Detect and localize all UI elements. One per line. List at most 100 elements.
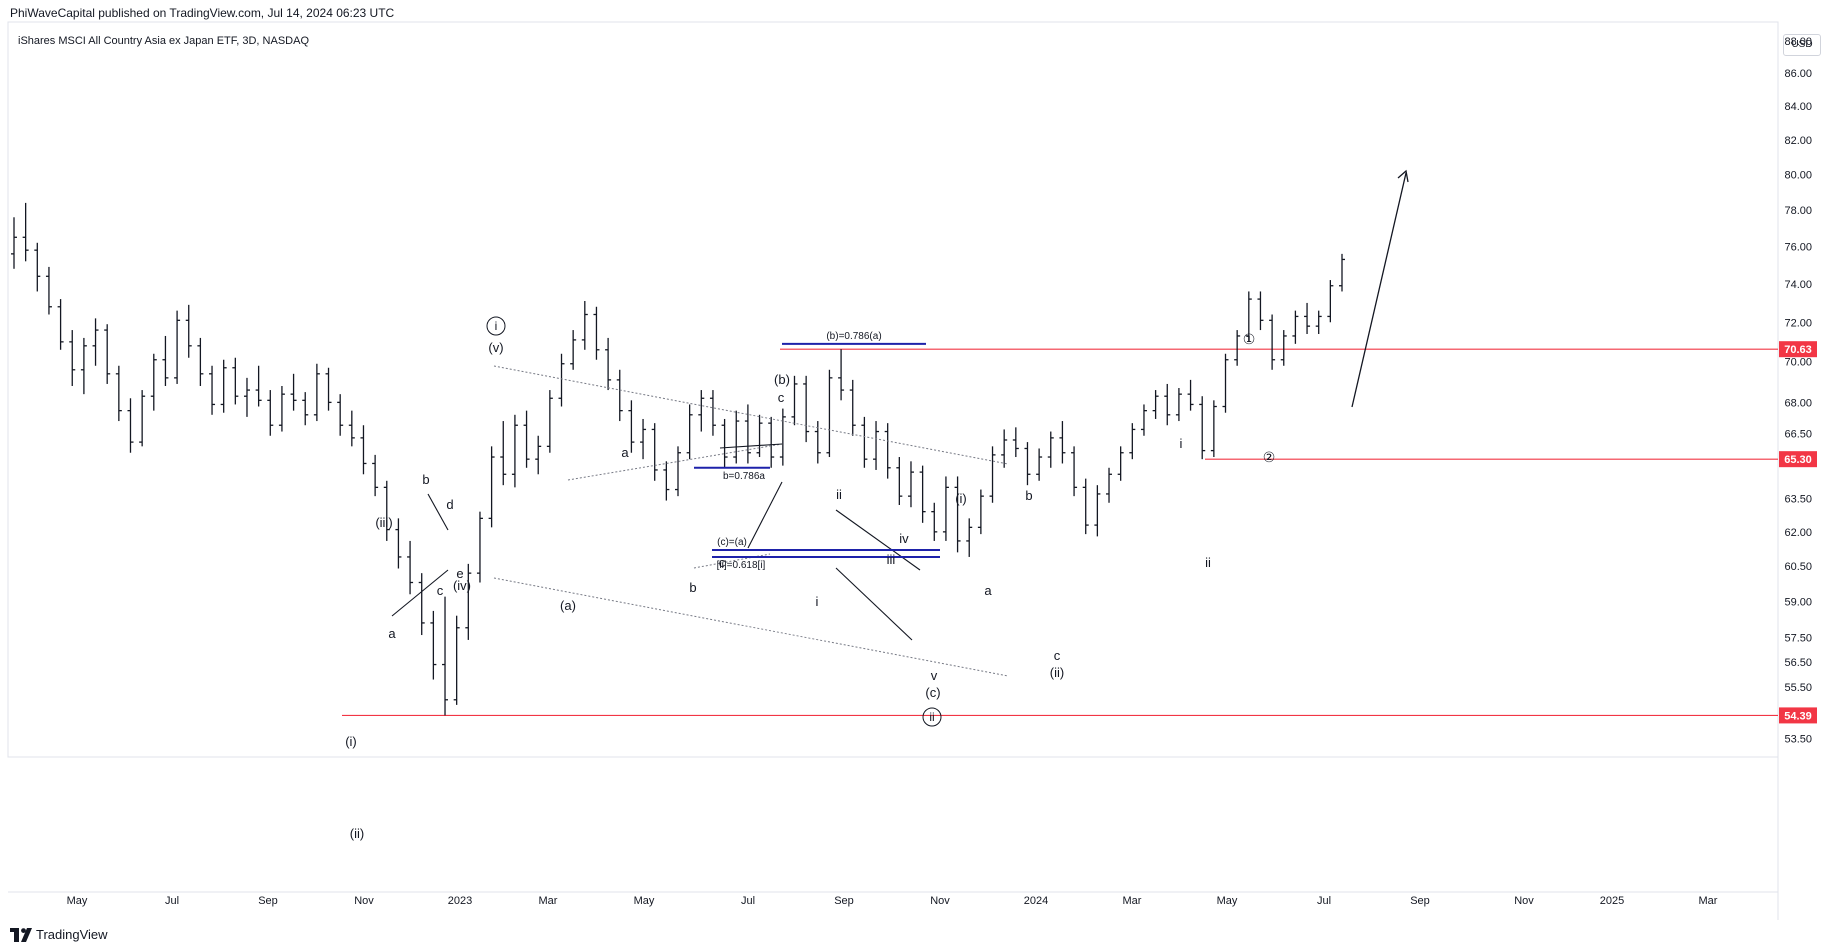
ohlc-bar xyxy=(1175,388,1182,422)
wave-label: c xyxy=(719,555,726,570)
wave-label: b xyxy=(422,472,429,487)
ohlc-bar xyxy=(1269,314,1276,370)
price-level-label: 65.30 xyxy=(1784,454,1812,466)
ohlc-bar xyxy=(873,421,880,470)
ohlc-bar xyxy=(977,489,984,535)
ohlc-bar xyxy=(593,306,600,360)
y-tick-label: 55.50 xyxy=(1784,682,1812,694)
wave-label: iv xyxy=(899,531,909,546)
ohlc-bar xyxy=(558,353,565,407)
ohlc-bar xyxy=(1164,383,1171,426)
x-tick-label: Mar xyxy=(1699,895,1718,907)
projection-arrow-line xyxy=(1351,172,1407,408)
wave-label: (v) xyxy=(488,340,503,355)
wave-label: i xyxy=(1180,436,1183,451)
ohlc-bar xyxy=(267,390,274,436)
ohlc-bar xyxy=(197,337,204,386)
ohlc-bar xyxy=(150,353,157,411)
ohlc-bar xyxy=(709,390,716,436)
y-tick-label: 62.00 xyxy=(1784,527,1812,539)
ohlc-bar xyxy=(1315,310,1322,334)
price-level-label: 54.39 xyxy=(1784,710,1812,722)
ohlc-bar xyxy=(733,410,740,464)
wave-trend-line xyxy=(835,509,921,571)
y-tick-label: 72.00 xyxy=(1784,317,1812,329)
plot-frame xyxy=(7,21,1779,758)
circled-wave-marker xyxy=(486,316,506,336)
ohlc-bar xyxy=(570,330,577,370)
ohlc-bar xyxy=(1071,446,1078,497)
ohlc-bar xyxy=(1257,291,1264,331)
ohlc-bar xyxy=(278,385,285,432)
wave-label: (ii) xyxy=(350,826,364,841)
wave-label: ii xyxy=(929,710,934,724)
ohlc-bar xyxy=(488,446,495,528)
ohlc-bar xyxy=(523,410,530,468)
ohlc-bar xyxy=(395,518,402,569)
ohlc-bar xyxy=(954,476,961,553)
ohlc-bar xyxy=(1082,478,1089,535)
ohlc-bar xyxy=(104,324,111,384)
ohlc-bar xyxy=(1036,448,1043,481)
channel-line xyxy=(493,365,1009,465)
ohlc-bar xyxy=(989,446,996,503)
x-tick-label: Nov xyxy=(930,895,950,907)
fib-label: (b)=0.786(a) xyxy=(826,331,881,342)
wave-label: (iii) xyxy=(375,515,392,530)
ohlc-bar xyxy=(1106,467,1113,503)
x-tick-label: Mar xyxy=(539,895,558,907)
ohlc-bar xyxy=(383,480,390,541)
ohlc-bar xyxy=(11,217,17,269)
price-level-badge xyxy=(1779,341,1817,358)
x-tick-label: Jul xyxy=(165,895,179,907)
ohlc-bar xyxy=(1327,280,1334,323)
ohlc-bar xyxy=(942,476,949,541)
ohlc-bar xyxy=(919,465,926,523)
ohlc-bar xyxy=(209,365,216,415)
currency-button[interactable]: USD xyxy=(1783,34,1821,56)
ohlc-bar xyxy=(465,563,472,640)
tradingview-logo-icon xyxy=(10,927,32,942)
ohlc-bar xyxy=(791,375,798,426)
wave-label: v xyxy=(931,668,938,683)
ohlc-bar xyxy=(313,363,320,422)
x-tick-label: May xyxy=(1217,895,1238,907)
y-tick-label: 80.00 xyxy=(1784,170,1812,182)
ohlc-bar xyxy=(1059,421,1066,464)
y-tick-label: 82.00 xyxy=(1784,135,1812,147)
ohlc-bar xyxy=(640,418,647,460)
ohlc-bar xyxy=(581,301,588,350)
ohlc-bar xyxy=(337,394,344,436)
ohlc-bar xyxy=(931,502,938,541)
ohlc-bar xyxy=(1129,423,1136,460)
y-tick-label: 84.00 xyxy=(1784,101,1812,113)
wave-label: a xyxy=(388,626,396,641)
ohlc-bar xyxy=(1152,390,1159,419)
ohlc-bar xyxy=(290,373,297,411)
wave-label: a xyxy=(984,583,992,598)
ohlc-bar xyxy=(80,337,87,395)
ohlc-bar xyxy=(546,390,553,453)
wave-label: a xyxy=(621,445,629,460)
y-tick-label: 78.00 xyxy=(1784,205,1812,217)
wave-label: i xyxy=(816,594,819,609)
x-tick-label: Mar xyxy=(1123,895,1142,907)
ohlc-bar xyxy=(756,414,763,458)
ohlc-bar xyxy=(22,202,29,262)
y-tick-label: 63.50 xyxy=(1784,493,1812,505)
ohlc-bar xyxy=(372,454,379,497)
horizontal-levels: 70.63 65.30 54.39 xyxy=(342,341,1817,724)
channel-line xyxy=(567,443,783,481)
wave-label: c xyxy=(1054,648,1061,663)
price-level-label: 70.63 xyxy=(1784,344,1812,356)
ohlc-bar xyxy=(1339,253,1345,292)
ohlc-bar xyxy=(628,400,635,453)
wave-label: iii xyxy=(887,552,896,567)
ohlc-bar xyxy=(896,457,903,505)
ohlc-bar xyxy=(779,408,786,466)
ohlc-bar xyxy=(511,414,518,488)
ohlc-bar xyxy=(1117,446,1124,481)
wave-label: d xyxy=(446,497,453,512)
tradingview-footer[interactable]: TradingView xyxy=(10,927,108,942)
